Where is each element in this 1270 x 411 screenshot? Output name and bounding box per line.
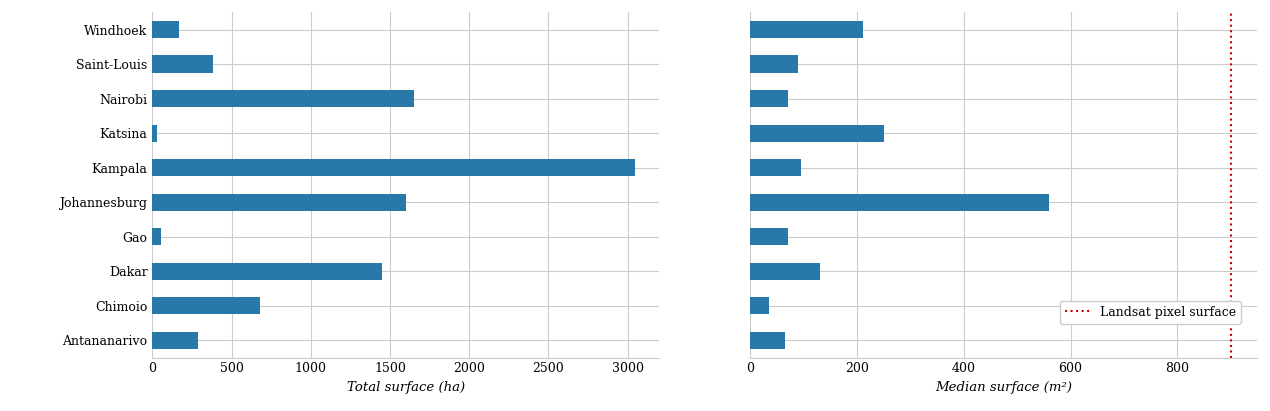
Bar xyxy=(751,90,787,107)
Bar xyxy=(152,194,406,211)
Bar xyxy=(152,21,179,38)
Bar xyxy=(152,159,635,176)
Bar xyxy=(152,263,382,280)
X-axis label: Total surface (ha): Total surface (ha) xyxy=(347,381,465,394)
Bar xyxy=(152,90,414,107)
Bar xyxy=(751,194,1049,211)
Bar xyxy=(152,55,212,73)
Bar xyxy=(751,297,770,314)
Bar xyxy=(751,159,801,176)
Bar xyxy=(751,21,862,38)
Bar xyxy=(751,125,884,142)
Bar xyxy=(751,332,785,349)
Bar xyxy=(751,263,820,280)
Legend: Landsat pixel surface: Landsat pixel surface xyxy=(1059,301,1241,324)
Bar xyxy=(751,228,787,245)
X-axis label: Median surface (m²): Median surface (m²) xyxy=(936,381,1072,394)
Bar xyxy=(152,228,161,245)
Bar xyxy=(152,332,198,349)
Bar xyxy=(751,55,799,73)
Bar xyxy=(152,297,260,314)
Bar xyxy=(152,125,157,142)
